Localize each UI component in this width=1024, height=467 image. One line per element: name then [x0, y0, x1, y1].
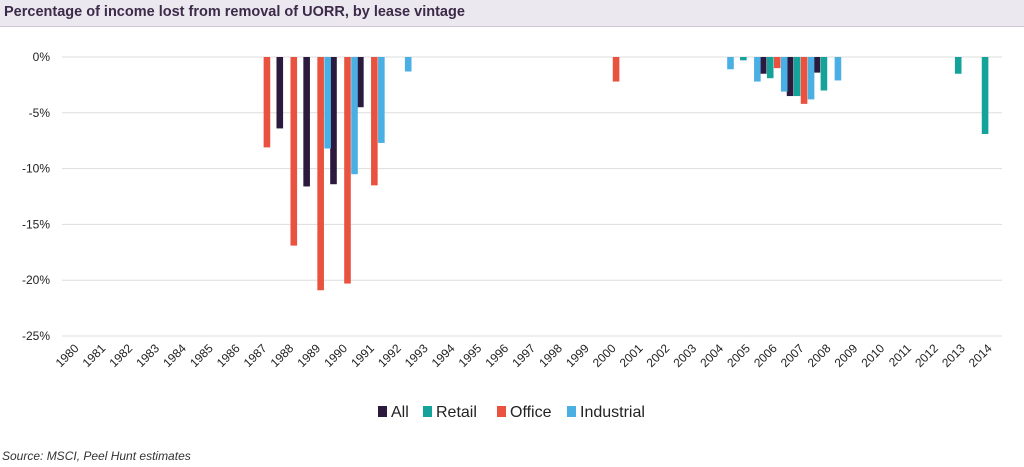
bar-industrial-2004	[727, 57, 734, 70]
legend-swatch-industrial	[567, 406, 576, 417]
y-tick-label: -5%	[29, 106, 51, 120]
x-tick-label: 1993	[402, 341, 431, 370]
bar-retail-2006	[766, 57, 774, 79]
bar-chart: 0%-5%-10%-15%-20%-25% 198019811982198319…	[22, 50, 1002, 421]
bar-industrial-1991	[378, 57, 385, 143]
bar-office-1991	[371, 57, 378, 186]
x-tick-label: 2004	[697, 341, 726, 370]
x-tick-label: 1998	[536, 341, 565, 370]
y-axis-ticks: 0% -5% -10% -15% -20% -25%	[22, 50, 50, 343]
x-tick-label: 2000	[590, 341, 619, 370]
bars	[263, 57, 989, 291]
x-tick-label: 2009	[832, 341, 861, 370]
bar-office-1987	[263, 57, 271, 148]
x-tick-label: 2008	[805, 341, 834, 370]
x-tick-label: 1980	[53, 341, 82, 370]
x-tick-label: 2010	[858, 341, 887, 370]
x-tick-label: 2003	[670, 341, 699, 370]
x-tick-label: 1989	[294, 341, 323, 370]
bar-industrial-2005	[754, 57, 761, 82]
x-tick-label: 1992	[375, 341, 404, 370]
bar-industrial-1990	[351, 57, 358, 175]
bar-office-2006	[773, 57, 781, 69]
bar-industrial-2007	[807, 57, 815, 100]
x-tick-label: 1994	[429, 341, 458, 370]
x-tick-label: 1984	[160, 341, 189, 370]
x-tick-label: 2012	[912, 341, 941, 370]
legend-swatch-retail	[423, 406, 432, 417]
title-bar: Percentage of income lost from removal o…	[0, 0, 1024, 27]
legend: All Retail Office Industrial	[378, 404, 645, 421]
x-tick-label: 1997	[509, 341, 538, 370]
x-tick-label: 2005	[724, 341, 753, 370]
gridlines	[62, 56, 1002, 337]
x-tick-label: 1987	[241, 341, 270, 370]
x-tick-label: 1990	[321, 341, 350, 370]
y-tick-label: -10%	[22, 162, 50, 176]
bar-all-1989	[303, 57, 310, 187]
bar-industrial-2006	[780, 57, 788, 92]
x-tick-label: 1988	[268, 341, 297, 370]
bar-retail-2005	[740, 57, 747, 61]
x-tick-label: 1991	[348, 341, 377, 370]
bar-office-1988	[290, 57, 298, 246]
legend-label-all: All	[391, 404, 409, 421]
x-tick-label: 2002	[644, 341, 673, 370]
x-tick-label: 1996	[482, 341, 511, 370]
x-tick-label: 2011	[886, 341, 914, 369]
bar-office-1990	[344, 57, 351, 284]
x-tick-label: 1981	[80, 341, 109, 370]
legend-label-office: Office	[510, 404, 552, 421]
bar-retail-2007	[793, 57, 801, 97]
bar-retail-2013	[954, 57, 962, 74]
x-tick-label: 2007	[778, 341, 807, 370]
bar-industrial-1989	[324, 57, 331, 149]
bar-all-1991	[357, 57, 364, 108]
y-tick-label: 0%	[33, 50, 51, 64]
bar-office-2007	[800, 57, 808, 104]
bar-retail-2008	[820, 57, 828, 91]
bar-office-2000	[612, 57, 620, 82]
x-tick-label: 2013	[939, 341, 968, 370]
bar-all-1988	[276, 57, 284, 129]
x-axis-ticks: 1980198119821983198419851986198719881989…	[53, 341, 995, 370]
y-tick-label: -15%	[22, 217, 50, 231]
x-tick-label: 1983	[133, 341, 162, 370]
bar-industrial-1992	[404, 57, 412, 72]
source-note: Source: MSCI, Peel Hunt estimates	[2, 449, 191, 463]
y-tick-label: -20%	[22, 273, 50, 287]
x-tick-label: 2014	[966, 341, 995, 370]
bar-all-2007	[786, 57, 794, 97]
legend-label-retail: Retail	[436, 404, 477, 421]
x-tick-label: 1995	[456, 341, 485, 370]
bar-all-2006	[759, 57, 767, 74]
x-tick-label: 1985	[187, 341, 216, 370]
legend-label-industrial: Industrial	[580, 404, 645, 421]
legend-swatch-all	[378, 406, 387, 417]
x-tick-label: 1999	[563, 341, 592, 370]
bar-industrial-2008	[834, 57, 842, 81]
legend-swatch-office	[497, 406, 506, 417]
bar-retail-2014	[981, 57, 989, 135]
bar-office-1989	[317, 57, 324, 291]
x-tick-label: 2001	[617, 341, 646, 370]
chart-title: Percentage of income lost from removal o…	[4, 4, 465, 20]
bar-all-1990	[330, 57, 337, 185]
x-tick-label: 1986	[214, 341, 243, 370]
x-tick-label: 2006	[751, 341, 780, 370]
y-tick-label: -25%	[22, 329, 50, 343]
x-tick-label: 1982	[106, 341, 135, 370]
bar-all-2008	[813, 57, 821, 73]
